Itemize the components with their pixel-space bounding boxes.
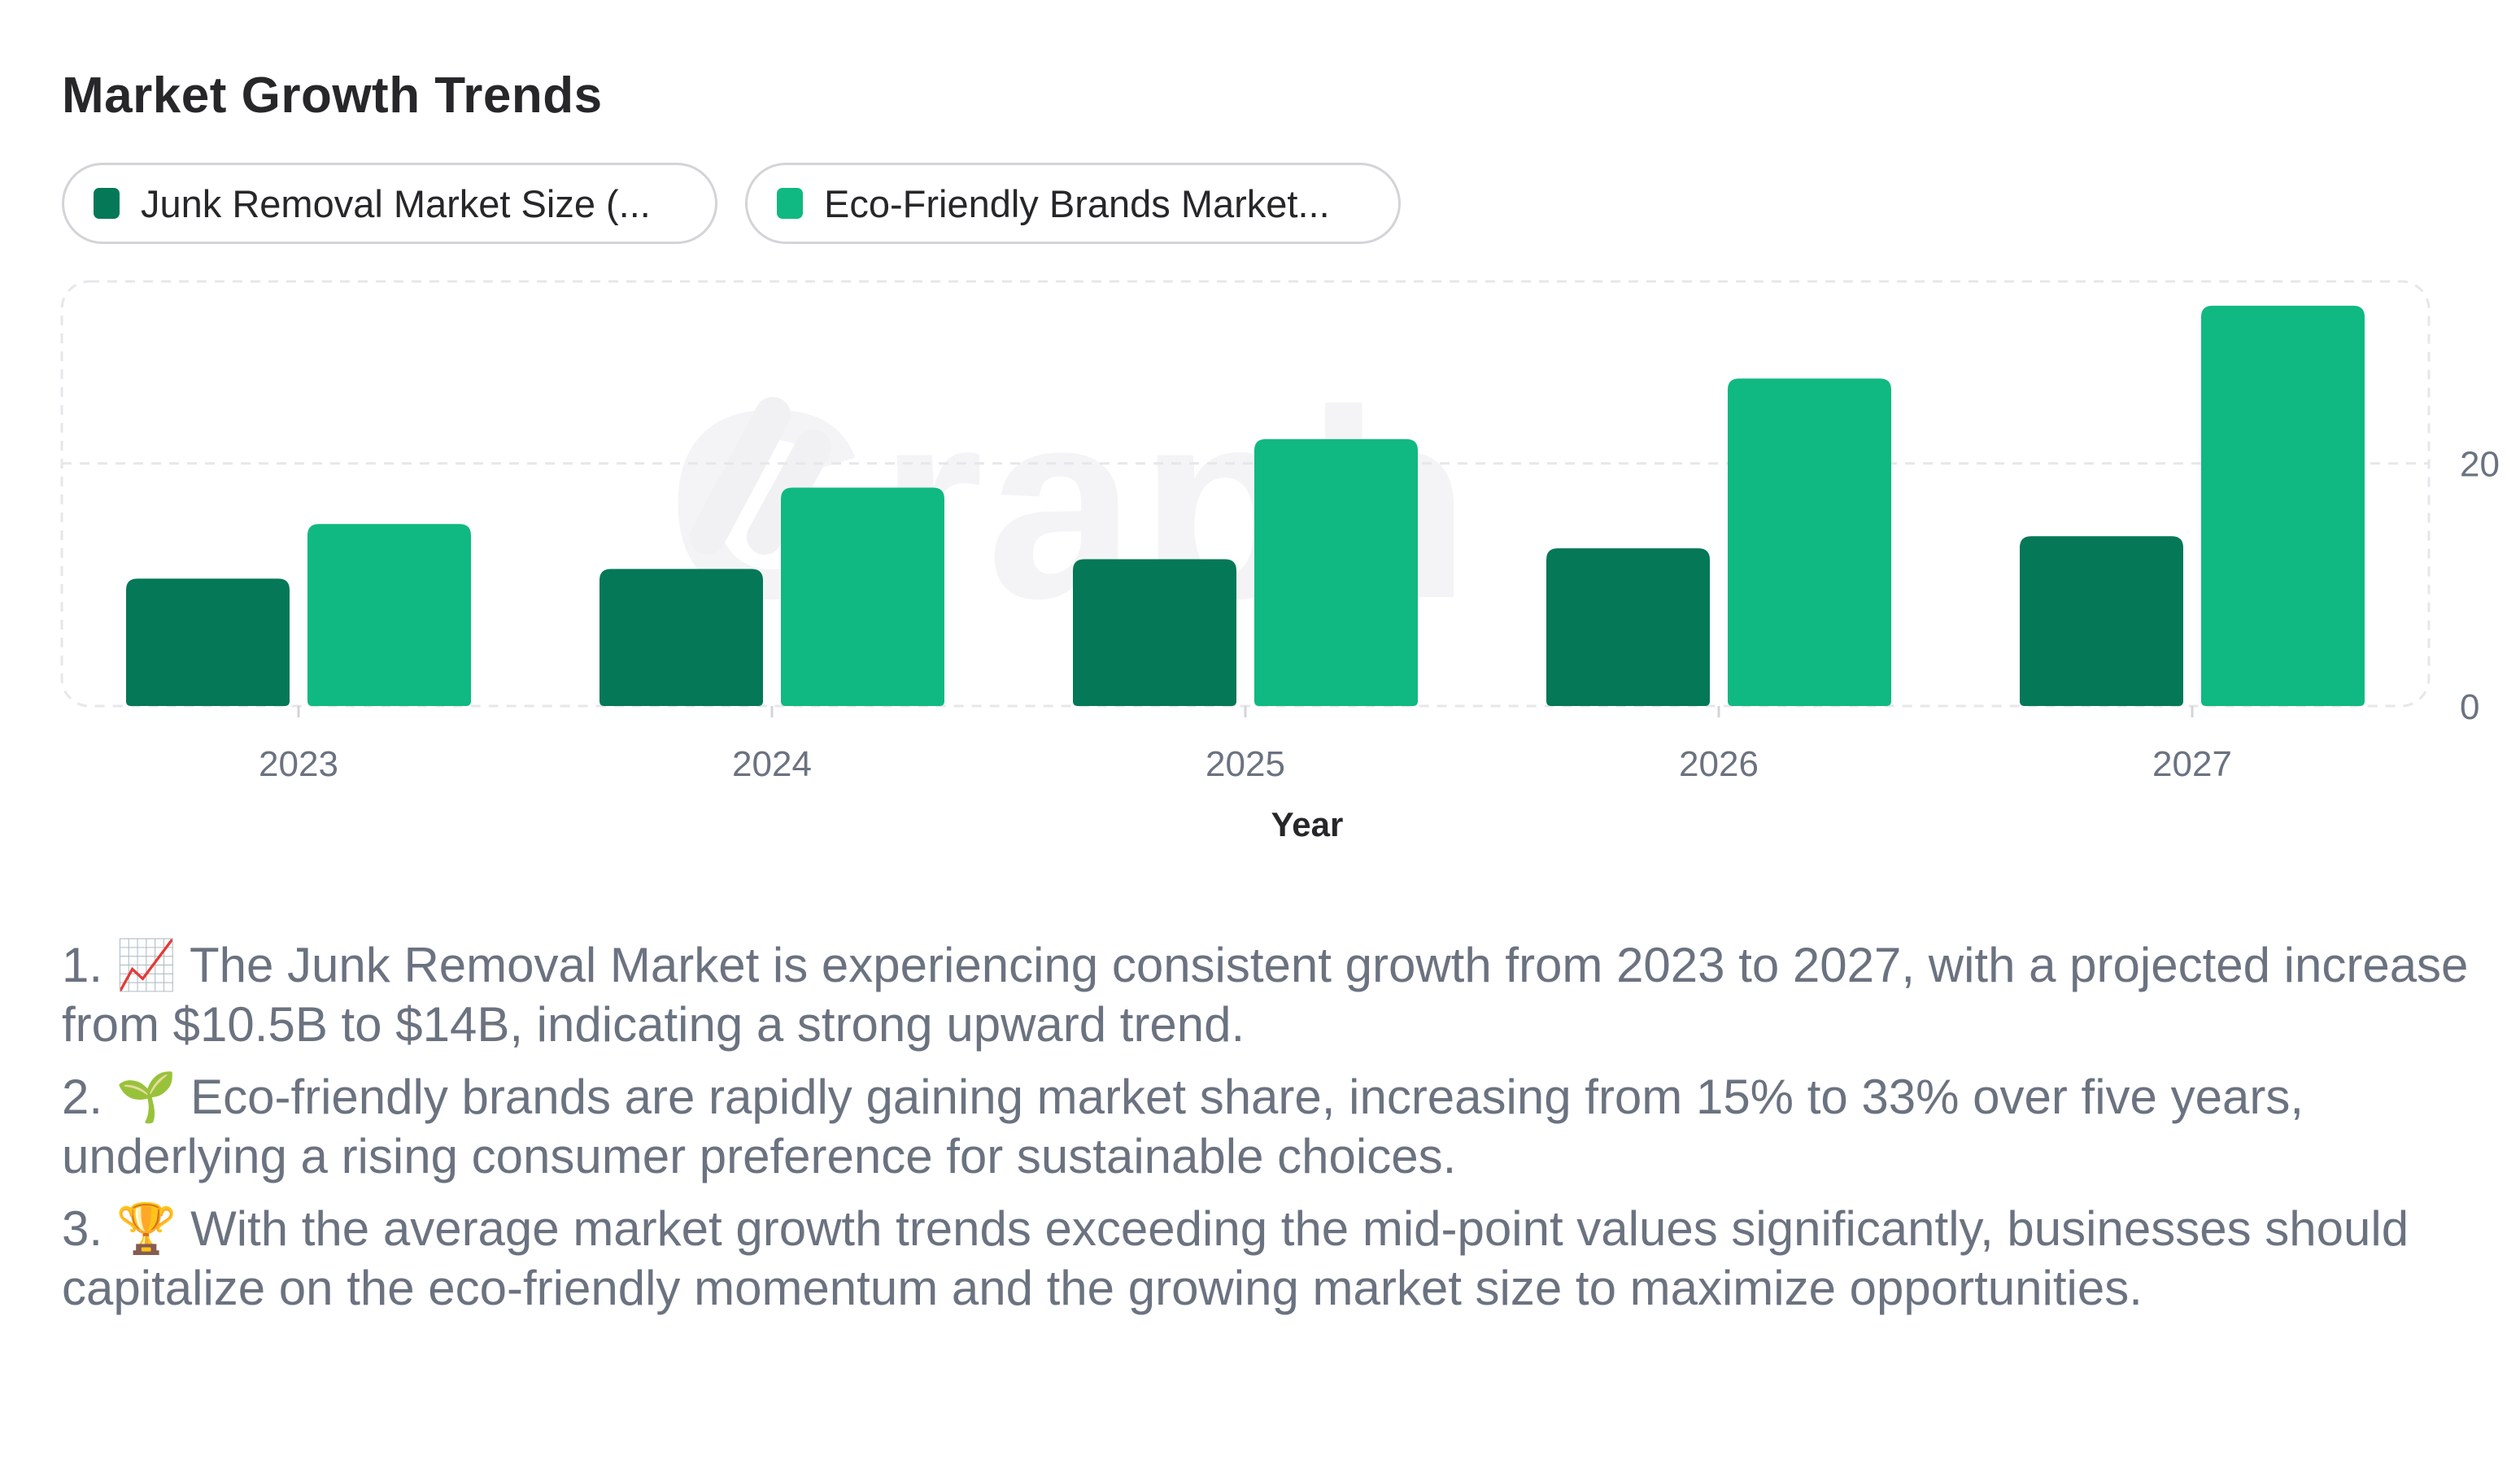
legend-swatch-junk-removal xyxy=(94,188,120,219)
legend-swatch-eco-friendly xyxy=(777,188,803,219)
x-tick-label: 2027 xyxy=(2152,744,2232,784)
y-tick-label: 20 xyxy=(2460,445,2500,485)
legend-label-junk-removal: Junk Removal Market Size (... xyxy=(141,181,651,225)
chart-legend: Junk Removal Market Size (... Eco-Friend… xyxy=(62,163,1401,247)
bar xyxy=(1073,559,1236,706)
chart-title: Market Growth Trends xyxy=(62,68,603,124)
bar xyxy=(1546,548,1710,706)
bar xyxy=(2020,536,2183,706)
bar xyxy=(2201,305,2365,706)
bar xyxy=(307,524,471,706)
x-axis-label: Year xyxy=(1271,805,1344,843)
x-tick-label: 2023 xyxy=(259,744,338,784)
chart-area: 0 20 2023 2024 2025 2026 2027 Year xyxy=(0,268,2520,854)
insights-list: 1. 📈 The Junk Removal Market is experien… xyxy=(62,935,2470,1331)
x-tick-label: 2024 xyxy=(732,744,812,784)
x-tick-label: 2026 xyxy=(1679,744,1759,784)
legend-item-eco-friendly[interactable]: Eco-Friendly Brands Market... xyxy=(745,163,1401,244)
legend-label-eco-friendly: Eco-Friendly Brands Market... xyxy=(824,181,1330,225)
y-tick-label: 0 xyxy=(2460,687,2479,727)
bar xyxy=(1728,378,1891,706)
insight-item: 3. 🏆 With the average market growth tren… xyxy=(62,1201,2409,1315)
bar xyxy=(126,578,290,706)
bar xyxy=(1254,438,1418,706)
legend-item-junk-removal[interactable]: Junk Removal Market Size (... xyxy=(62,163,717,244)
x-tick-label: 2025 xyxy=(1206,744,1285,784)
insight-item: 1. 📈 The Junk Removal Market is experien… xyxy=(62,938,2469,1052)
bar-chart: 0 20 2023 2024 2025 2026 2027 Year xyxy=(60,280,2500,843)
bar xyxy=(781,487,944,706)
bar xyxy=(599,569,763,706)
insight-item: 2. 🌱 Eco-friendly brands are rapidly gai… xyxy=(62,1070,2304,1183)
